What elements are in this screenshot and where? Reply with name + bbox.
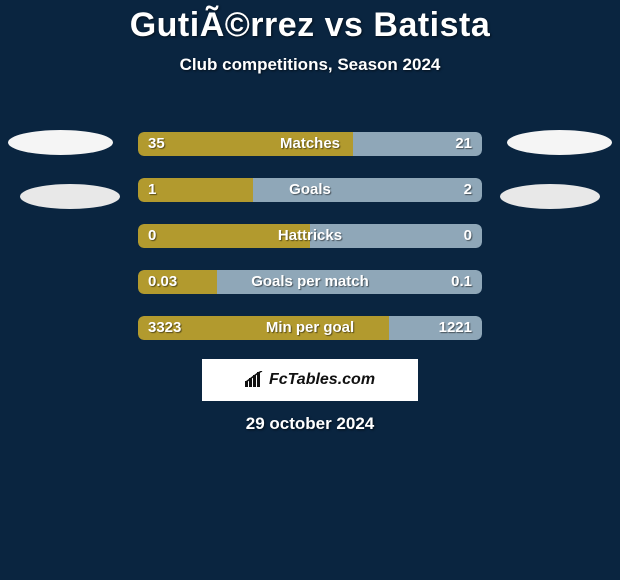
stat-value-right: 1221: [439, 316, 472, 340]
stat-value-right: 2: [464, 178, 472, 202]
stat-row: 35 Matches 21: [138, 132, 482, 156]
player2-logo-bottom: [500, 184, 600, 209]
stat-value-right: 0: [464, 224, 472, 248]
stat-label: Matches: [138, 132, 482, 156]
page-subtitle: Club competitions, Season 2024: [0, 55, 620, 75]
bars-icon: [245, 371, 265, 387]
player1-logo-bottom: [20, 184, 120, 209]
date-text: 29 october 2024: [0, 414, 620, 434]
stat-value-right: 0.1: [451, 270, 472, 294]
page-title: GutiÃ©rrez vs Batista: [0, 6, 620, 45]
stat-row: 0.03 Goals per match 0.1: [138, 270, 482, 294]
stat-label: Goals per match: [138, 270, 482, 294]
stats-container: 35 Matches 21 1 Goals 2 0 Hattricks 0 0.…: [138, 132, 482, 362]
attribution-text: FcTables.com: [269, 371, 375, 388]
stat-label: Min per goal: [138, 316, 482, 340]
player1-logo-top: [8, 130, 113, 155]
stat-label: Hattricks: [138, 224, 482, 248]
stat-value-right: 21: [455, 132, 472, 156]
player2-logo-top: [507, 130, 612, 155]
stat-row: 0 Hattricks 0: [138, 224, 482, 248]
stat-row: 1 Goals 2: [138, 178, 482, 202]
attribution-badge[interactable]: FcTables.com: [202, 359, 418, 401]
page-root: GutiÃ©rrez vs Batista Club competitions,…: [0, 6, 620, 580]
stat-row: 3323 Min per goal 1221: [138, 316, 482, 340]
stat-label: Goals: [138, 178, 482, 202]
